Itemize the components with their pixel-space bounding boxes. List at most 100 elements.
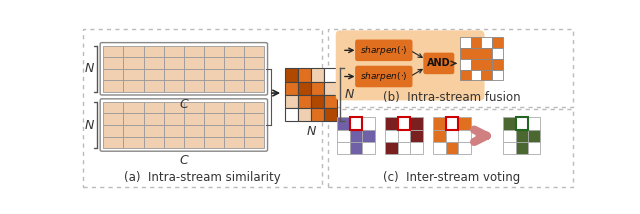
Bar: [446, 130, 458, 142]
Bar: [385, 130, 397, 142]
Bar: [446, 142, 458, 154]
Bar: [349, 117, 362, 130]
Bar: [481, 48, 492, 59]
Bar: [103, 80, 124, 92]
Bar: [103, 125, 124, 137]
Bar: [204, 113, 224, 125]
FancyBboxPatch shape: [355, 40, 412, 61]
Bar: [224, 113, 244, 125]
Bar: [516, 117, 528, 130]
Bar: [349, 117, 362, 130]
Bar: [124, 137, 143, 148]
Bar: [224, 80, 244, 92]
Bar: [528, 130, 540, 142]
Bar: [528, 117, 540, 130]
Bar: [164, 137, 184, 148]
Bar: [311, 108, 324, 121]
Bar: [184, 57, 204, 69]
Bar: [164, 80, 184, 92]
Bar: [298, 108, 311, 121]
Bar: [397, 130, 410, 142]
Bar: [204, 125, 224, 137]
Bar: [481, 37, 492, 48]
Bar: [184, 137, 204, 148]
Bar: [124, 46, 143, 57]
Bar: [410, 117, 422, 130]
Bar: [204, 137, 224, 148]
Text: $\mathit{sharpen}(\cdot)$: $\mathit{sharpen}(\cdot)$: [360, 44, 408, 57]
Bar: [311, 95, 324, 108]
Bar: [362, 117, 374, 130]
Text: C: C: [179, 98, 188, 111]
Bar: [224, 125, 244, 137]
Bar: [244, 137, 264, 148]
Bar: [324, 95, 337, 108]
Bar: [458, 142, 470, 154]
Bar: [285, 82, 298, 95]
Text: C: C: [179, 154, 188, 167]
Text: (b)  Intra-stream fusion: (b) Intra-stream fusion: [383, 91, 521, 104]
Bar: [244, 125, 264, 137]
Bar: [244, 46, 264, 57]
Bar: [385, 142, 397, 154]
Bar: [349, 130, 362, 142]
Bar: [184, 113, 204, 125]
Bar: [503, 117, 516, 130]
Bar: [244, 80, 264, 92]
Text: $\mathit{sharpen}(\cdot)$: $\mathit{sharpen}(\cdot)$: [360, 70, 408, 83]
Bar: [143, 80, 164, 92]
Bar: [103, 113, 124, 125]
Bar: [433, 142, 446, 154]
Bar: [103, 102, 124, 113]
Bar: [224, 46, 244, 57]
Bar: [481, 70, 492, 80]
Bar: [492, 59, 503, 70]
Bar: [337, 130, 349, 142]
Bar: [184, 69, 204, 80]
Bar: [224, 137, 244, 148]
Bar: [492, 37, 503, 48]
Bar: [285, 108, 298, 121]
Bar: [124, 125, 143, 137]
Bar: [164, 57, 184, 69]
Bar: [503, 142, 516, 154]
Text: (c)  Inter-stream voting: (c) Inter-stream voting: [383, 171, 520, 184]
Bar: [244, 69, 264, 80]
Bar: [103, 57, 124, 69]
Bar: [244, 113, 264, 125]
FancyBboxPatch shape: [336, 30, 484, 100]
Bar: [324, 82, 337, 95]
Bar: [124, 57, 143, 69]
Bar: [460, 59, 470, 70]
Bar: [204, 102, 224, 113]
Bar: [143, 113, 164, 125]
Bar: [458, 130, 470, 142]
Bar: [362, 142, 374, 154]
Bar: [224, 57, 244, 69]
Bar: [184, 80, 204, 92]
Bar: [143, 69, 164, 80]
Text: AND: AND: [427, 58, 451, 68]
Bar: [492, 48, 503, 59]
Bar: [397, 117, 410, 130]
Bar: [446, 117, 458, 130]
Bar: [481, 59, 492, 70]
FancyBboxPatch shape: [355, 66, 412, 87]
Bar: [164, 125, 184, 137]
Bar: [460, 37, 470, 48]
Bar: [503, 130, 516, 142]
Bar: [184, 125, 204, 137]
Bar: [528, 142, 540, 154]
Bar: [470, 70, 481, 80]
Bar: [184, 102, 204, 113]
Bar: [204, 69, 224, 80]
Bar: [103, 69, 124, 80]
Bar: [204, 80, 224, 92]
Bar: [164, 46, 184, 57]
Bar: [460, 48, 470, 59]
Bar: [324, 108, 337, 121]
Bar: [470, 48, 481, 59]
Bar: [143, 46, 164, 57]
Bar: [124, 102, 143, 113]
Bar: [385, 117, 397, 130]
